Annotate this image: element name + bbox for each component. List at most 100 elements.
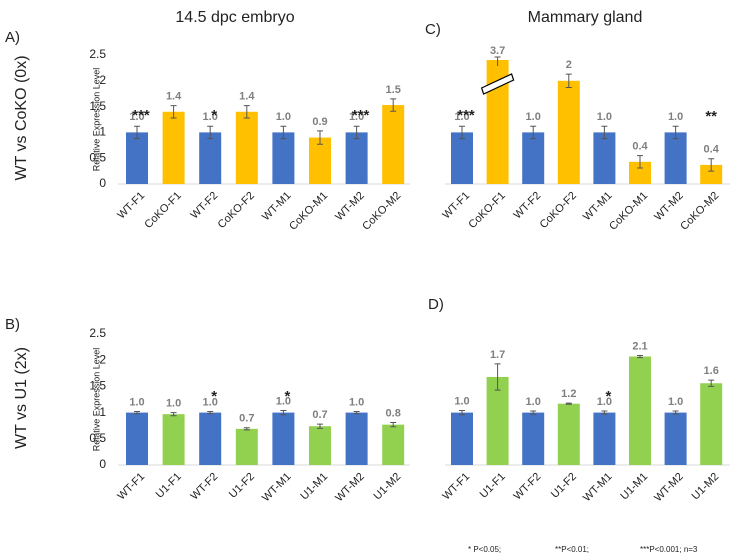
x-tick-label: WT-F1 bbox=[115, 190, 147, 222]
significance: *** bbox=[132, 107, 150, 124]
error-bar bbox=[134, 125, 140, 140]
y-tick-label: 1.5 bbox=[89, 379, 106, 393]
error-bar bbox=[672, 410, 679, 415]
row-label: WT vs CoKO (0x) bbox=[13, 55, 30, 180]
x-tick-label: U1-M2 bbox=[372, 471, 404, 503]
x-tick-label: WT-M2 bbox=[652, 190, 686, 224]
y-tick-label: 1 bbox=[99, 405, 106, 419]
error-bar bbox=[601, 125, 608, 140]
y-tick-label: 1 bbox=[99, 125, 106, 139]
bar bbox=[235, 111, 258, 184]
value-label: 1.4 bbox=[239, 90, 255, 102]
x-tick-label: U1-M1 bbox=[298, 471, 330, 503]
bar bbox=[664, 132, 687, 184]
value-label: 1.0 bbox=[276, 395, 291, 407]
significance: *** bbox=[457, 107, 475, 124]
value-label: 1.0 bbox=[166, 398, 181, 410]
error-bar bbox=[530, 410, 537, 415]
error-bar bbox=[637, 155, 643, 169]
x-tick-label: WT-M2 bbox=[652, 471, 686, 505]
x-tick-label: CoKO-M1 bbox=[607, 190, 650, 233]
x-tick-label: WT-F2 bbox=[189, 190, 221, 222]
bar bbox=[345, 412, 368, 465]
bar bbox=[451, 132, 473, 184]
x-tick-label: WT-F1 bbox=[440, 190, 472, 222]
bar bbox=[557, 403, 580, 465]
x-tick-label: U1-F2 bbox=[549, 471, 579, 501]
error-bar bbox=[672, 125, 679, 140]
value-label: 1.0 bbox=[526, 396, 541, 408]
x-tick-label: WT-F2 bbox=[512, 471, 544, 503]
error-bar bbox=[494, 363, 501, 391]
value-label: 0.7 bbox=[239, 413, 254, 425]
value-label: 1.6 bbox=[704, 365, 719, 377]
significance: * bbox=[211, 107, 217, 124]
error-bar bbox=[280, 125, 287, 140]
value-label: 1.0 bbox=[203, 396, 218, 408]
value-label: 1.0 bbox=[276, 111, 291, 123]
x-tick-label: CoKO-M2 bbox=[360, 190, 403, 233]
bar bbox=[162, 111, 185, 184]
value-label: 1.4 bbox=[166, 90, 182, 102]
panel-label: B) bbox=[5, 316, 20, 333]
value-label: 0.9 bbox=[312, 116, 327, 128]
y-tick-label: 2 bbox=[99, 73, 106, 87]
value-label: 1.0 bbox=[129, 111, 144, 123]
error-bar bbox=[170, 105, 177, 119]
value-label: 1.0 bbox=[454, 111, 469, 123]
bar bbox=[272, 132, 295, 184]
x-tick-label: WT-F1 bbox=[440, 471, 472, 503]
value-label: 1.0 bbox=[597, 111, 612, 123]
x-tick-label: WT-M1 bbox=[581, 190, 615, 224]
x-tick-label: U1-F1 bbox=[154, 471, 184, 501]
value-label: 2 bbox=[566, 59, 572, 71]
x-tick-label: CoKO-M1 bbox=[287, 190, 330, 233]
footnote: **P<0.01; bbox=[555, 545, 589, 554]
error-bar bbox=[459, 410, 465, 416]
value-label: 0.4 bbox=[632, 141, 648, 153]
y-tick-label: 2.5 bbox=[89, 326, 106, 340]
x-tick-label: U1-F2 bbox=[227, 471, 257, 501]
value-label: 1.7 bbox=[490, 349, 505, 361]
bar bbox=[522, 412, 545, 465]
y-tick-label: 0.5 bbox=[89, 150, 106, 164]
bar bbox=[629, 356, 651, 465]
x-tick-label: CoKO-M2 bbox=[678, 190, 721, 233]
x-tick-label: CoKO-F2 bbox=[538, 190, 579, 231]
value-label: 1.0 bbox=[526, 111, 541, 123]
bar bbox=[272, 412, 295, 465]
value-label: 1.0 bbox=[454, 395, 469, 407]
row-label: WT vs U1 (2x) bbox=[13, 347, 30, 449]
bar bbox=[451, 412, 473, 465]
panel-label: C) bbox=[425, 21, 441, 38]
error-bar bbox=[459, 125, 465, 140]
bar bbox=[126, 412, 148, 465]
error-bar bbox=[565, 402, 572, 405]
bar bbox=[309, 426, 331, 465]
bar bbox=[309, 137, 331, 184]
error-bar bbox=[565, 73, 572, 89]
x-tick-label: WT-M1 bbox=[260, 190, 294, 224]
bar bbox=[199, 412, 222, 465]
value-label: 2.1 bbox=[632, 340, 647, 352]
significance: * bbox=[605, 388, 611, 405]
x-tick-label: CoKO-F2 bbox=[216, 190, 257, 231]
error-bar bbox=[317, 130, 323, 145]
y-tick-label: 0 bbox=[99, 176, 106, 190]
bar bbox=[126, 132, 148, 184]
column-title: 14.5 dpc embryo bbox=[175, 9, 294, 26]
bar bbox=[593, 132, 616, 184]
x-tick-label: U1-F1 bbox=[478, 471, 508, 501]
value-label: 1.0 bbox=[668, 396, 683, 408]
bar bbox=[593, 412, 616, 465]
bar bbox=[700, 164, 723, 184]
bar bbox=[486, 60, 509, 184]
value-label: 1.2 bbox=[561, 388, 576, 400]
value-label: 1.0 bbox=[668, 111, 683, 123]
x-tick-label: WT-F2 bbox=[189, 471, 221, 503]
y-tick-label: 1.5 bbox=[89, 99, 106, 113]
significance: * bbox=[284, 388, 290, 405]
panel-label: D) bbox=[428, 296, 444, 313]
error-bar bbox=[601, 410, 608, 415]
